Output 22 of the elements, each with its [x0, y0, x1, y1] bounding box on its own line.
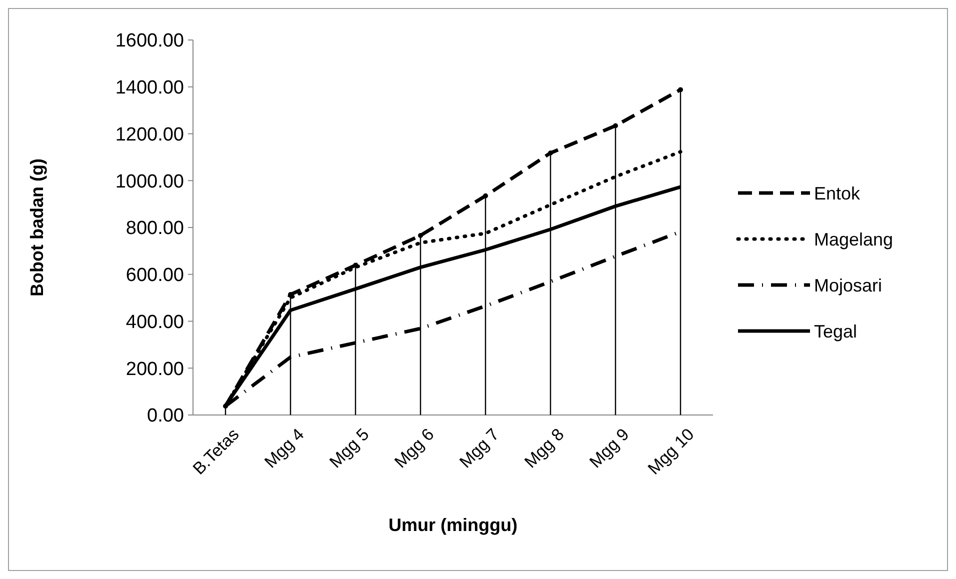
y-tick-label: 1600.00 [115, 30, 184, 52]
y-tick-label: 600.00 [126, 265, 184, 286]
y-tick-label: 800.00 [126, 218, 184, 240]
x-tick-label: Mgg 4 [260, 424, 308, 472]
legend-label: Mojosari [814, 275, 882, 296]
y-tick-label: 1400.00 [115, 78, 184, 99]
x-tick-label: Mgg 10 [644, 424, 698, 478]
y-tick-label: 1200.00 [115, 124, 184, 146]
y-tick-label: 400.00 [126, 312, 184, 333]
y-tick-label: 200.00 [126, 358, 184, 380]
y-axis-title: Bobot badan (g) [27, 158, 47, 296]
legend-label: Tegal [814, 321, 858, 342]
legend-label: Entok [814, 183, 862, 204]
x-tick-label: Mgg 5 [326, 424, 373, 472]
x-tick-label: Mgg 6 [390, 424, 438, 472]
legend-label: Magelang [814, 229, 894, 250]
x-axis-title: Umur (minggu) [388, 515, 518, 535]
x-tick-label: Mgg 7 [456, 424, 503, 472]
x-tick-label: Mgg 9 [586, 424, 633, 472]
y-tick-label: 1000.00 [115, 171, 184, 192]
y-tick-label: 0.00 [147, 406, 184, 427]
x-tick-label: Mgg 8 [520, 424, 568, 472]
